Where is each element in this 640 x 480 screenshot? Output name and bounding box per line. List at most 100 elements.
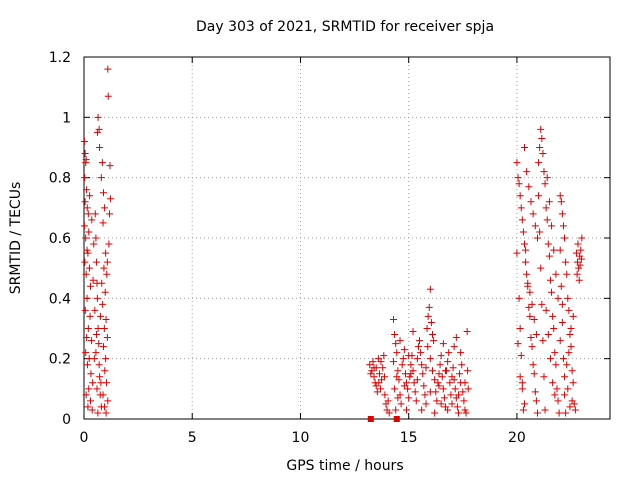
data-point-plus (576, 252, 584, 260)
x-axis-label: GPS time / hours (286, 458, 403, 474)
data-point-plus (80, 137, 88, 145)
data-point-plus (454, 409, 462, 417)
data-point-plus (530, 370, 538, 378)
data-point-plus (575, 276, 583, 284)
data-point-plus (427, 318, 435, 326)
data-point-plus (559, 355, 567, 363)
data-point-plus (83, 361, 91, 369)
data-point-plus (96, 373, 104, 381)
data-point-plus (522, 246, 530, 254)
data-point-plus (86, 282, 94, 290)
data-point-plus (438, 373, 446, 381)
data-point-plus (81, 258, 89, 266)
data-point-plus (411, 388, 419, 396)
data-point-plus (403, 406, 411, 414)
data-point-plus (436, 361, 444, 369)
data-point-plus (106, 210, 114, 218)
data-point-plus (407, 361, 415, 369)
data-point-plus (569, 312, 577, 320)
data-point-square (393, 416, 400, 422)
data-point-plus (102, 409, 110, 417)
data-point-plus (452, 334, 460, 342)
data-point-plus (537, 264, 545, 272)
data-point-plus (87, 370, 95, 378)
data-point-plus (520, 240, 528, 248)
data-point-plus (543, 216, 551, 224)
data-point-plus (426, 355, 434, 363)
data-point-plus (83, 294, 91, 302)
x-tick-label: 0 (80, 430, 89, 446)
data-point-plus (385, 409, 393, 417)
data-point-plus (103, 334, 111, 342)
data-point-plus (99, 189, 107, 197)
data-point-plus (523, 168, 531, 176)
data-point-plus (94, 113, 102, 121)
data-point-plus (420, 382, 428, 390)
data-point-plus (558, 318, 566, 326)
data-point-plus (419, 370, 427, 378)
data-point-plus (515, 294, 523, 302)
data-point-plus (542, 204, 550, 212)
y-tick-label: 0.6 (49, 231, 71, 247)
y-tick-label: 0.2 (49, 352, 71, 368)
y-axis-label: SRMTID / TECUs (8, 182, 24, 295)
data-point-plus (528, 343, 536, 351)
data-point-plus (445, 349, 453, 357)
data-point-plus (400, 346, 408, 354)
data-point-plus (99, 391, 107, 399)
data-point-plus (91, 210, 99, 218)
data-point-plus (460, 397, 468, 405)
data-point-plus (530, 315, 538, 323)
data-point-plus (562, 258, 570, 266)
data-point-plus (453, 403, 461, 411)
data-point-plus (533, 409, 541, 417)
data-point-plus (525, 183, 533, 191)
data-points (80, 65, 586, 422)
data-point-plus (563, 270, 571, 278)
data-point-plus (417, 349, 425, 357)
data-point-plus (444, 406, 452, 414)
data-point-plus (418, 406, 426, 414)
data-point-plus (518, 379, 526, 387)
data-point-plus (531, 388, 539, 396)
data-point-plus (549, 312, 557, 320)
data-point-plus (375, 370, 383, 378)
data-point-plus (531, 222, 539, 230)
data-point-plus (528, 300, 536, 308)
data-point-plus (93, 128, 101, 136)
data-point-plus (561, 234, 569, 242)
data-point-plus (569, 379, 577, 387)
data-point-square (367, 416, 374, 422)
data-point-plus (549, 379, 557, 387)
data-point-plus (102, 315, 110, 323)
data-point-plus (399, 355, 407, 363)
data-point-plus (568, 397, 576, 405)
data-point-plus (558, 210, 566, 218)
data-point-plus (555, 409, 563, 417)
data-point-plus (81, 198, 89, 206)
data-point-plus (440, 394, 448, 402)
data-point-plus (391, 331, 399, 339)
data-point-plus (444, 358, 452, 366)
data-point-plus (393, 349, 401, 357)
data-point-plus (562, 409, 570, 417)
data-point-plus (85, 228, 93, 236)
data-point-plus (450, 343, 458, 351)
data-point-plus (545, 198, 553, 206)
data-point-plus (93, 331, 101, 339)
data-point-plus (373, 388, 381, 396)
data-point-plus (516, 373, 524, 381)
data-point-plus (550, 325, 558, 332)
data-point-plus (437, 352, 445, 360)
data-point-plus (516, 325, 524, 332)
data-point-plus (92, 234, 100, 242)
data-point-plus (367, 370, 375, 378)
data-point-plus (556, 246, 564, 254)
data-point-plus (94, 325, 102, 332)
data-point-plus (81, 150, 89, 158)
data-point-plus (464, 385, 472, 393)
data-point-plus (100, 264, 108, 272)
data-point-plus (550, 246, 558, 254)
data-point-plus (106, 195, 114, 203)
data-point-plus (526, 312, 534, 320)
